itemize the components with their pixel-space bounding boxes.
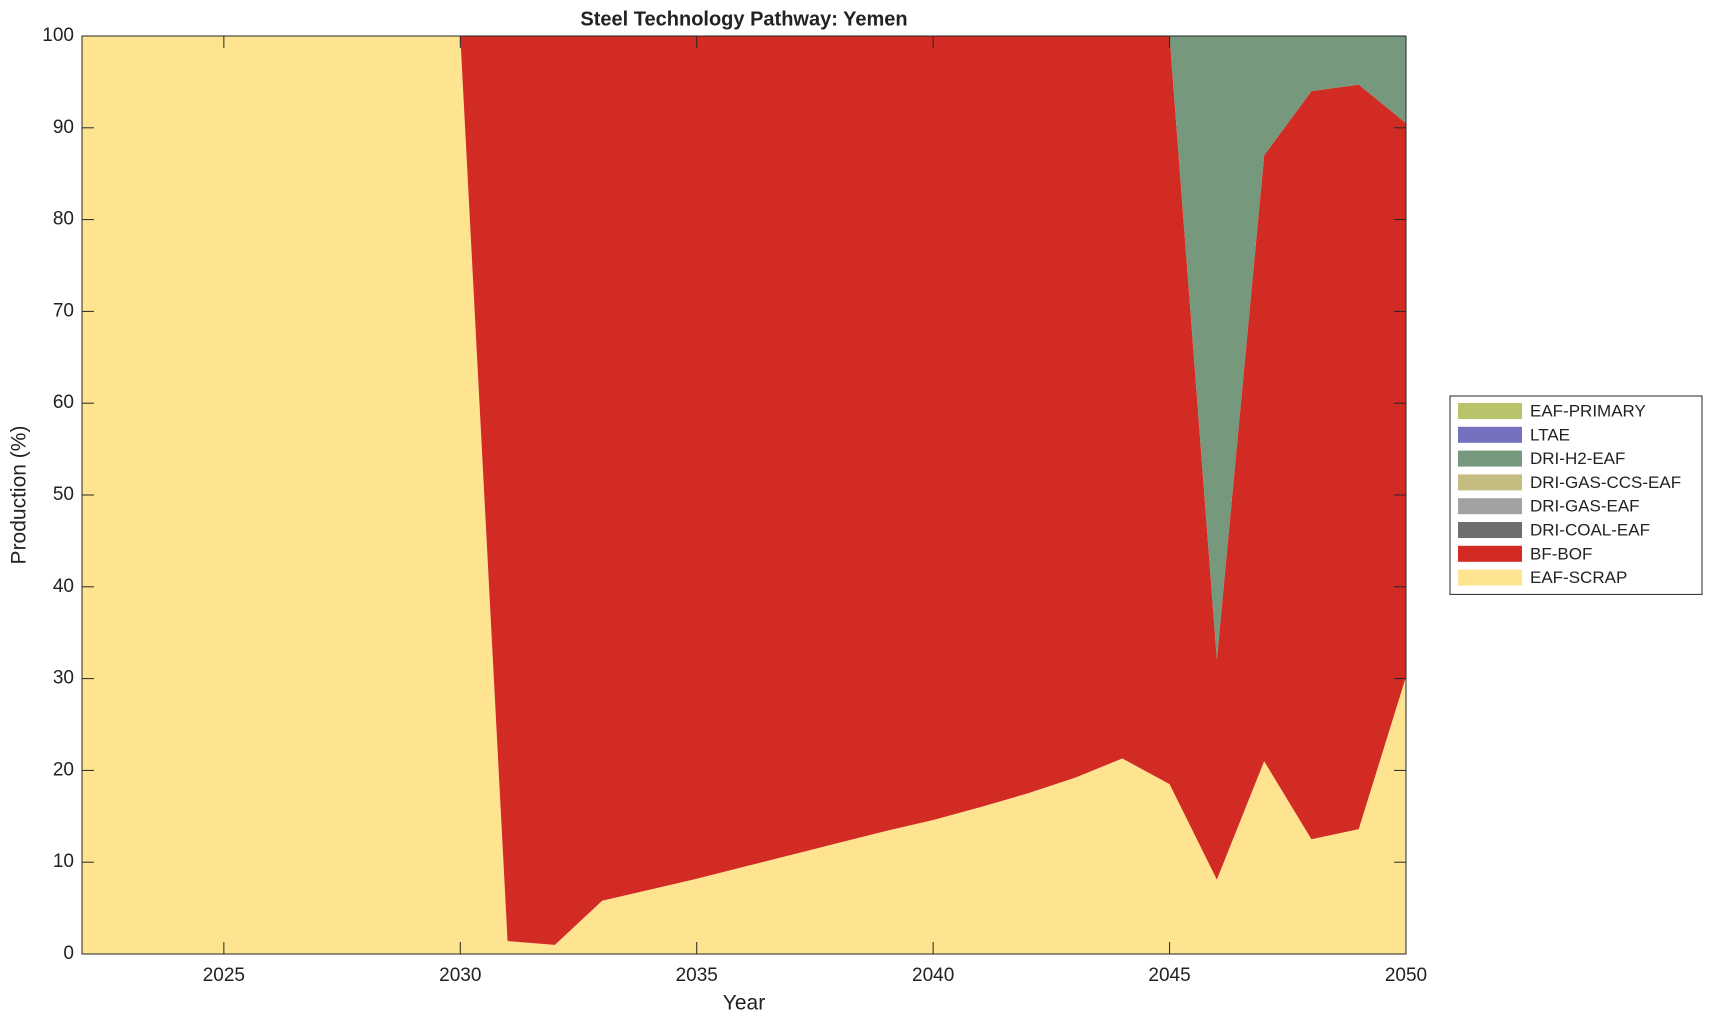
x-tick-label: 2030 [439, 965, 481, 986]
legend-box [1449, 395, 1703, 595]
legend-swatch [1458, 450, 1522, 467]
y-axis-label: Production (%) [8, 426, 31, 565]
y-tick-label: 60 [53, 392, 74, 413]
x-axis-label: Year [723, 992, 765, 1015]
legend-swatch [1458, 522, 1522, 538]
legend-label: LTAE [1530, 425, 1570, 444]
legend-swatch [1458, 403, 1522, 419]
x-tick-label: 2040 [912, 965, 954, 986]
area [82, 36, 1406, 945]
legend-swatch [1458, 569, 1522, 586]
y-tick-label: 50 [53, 484, 74, 505]
x-tick-label: 2050 [1385, 965, 1427, 986]
y-tick-label: 100 [42, 25, 74, 46]
legend-label: DRI-COAL-EAF [1530, 520, 1650, 539]
y-tick-label: 80 [53, 209, 74, 230]
legend-label: BF-BOF [1530, 544, 1592, 563]
y-tick-label: 90 [53, 117, 74, 138]
legend-swatch [1458, 474, 1522, 491]
legend-swatch [1458, 545, 1522, 562]
y-tick-label: 20 [53, 759, 74, 780]
y-tick-label: 70 [53, 300, 74, 321]
legend-label: DRI-GAS-EAF [1530, 497, 1640, 516]
legend-swatch [1458, 426, 1522, 443]
x-tick-label: 2035 [676, 965, 718, 986]
y-tick-label: 30 [53, 668, 74, 689]
y-tick-label: 40 [53, 576, 74, 597]
chart-title: Steel Technology Pathway: Yemen [580, 8, 907, 30]
legend-label: EAF-PRIMARY [1530, 401, 1646, 420]
area [82, 36, 1406, 954]
y-tick-label: 10 [53, 851, 74, 872]
legend-label: DRI-H2-EAF [1530, 449, 1625, 468]
legend-label: DRI-GAS-CCS-EAF [1530, 473, 1681, 492]
x-tick-label: 2025 [203, 965, 245, 986]
area [82, 36, 1406, 660]
x-tick-label: 2045 [1148, 965, 1190, 986]
y-tick-label: 0 [63, 943, 74, 964]
legend-swatch [1458, 498, 1522, 515]
legend-label: EAF-SCRAP [1530, 568, 1627, 587]
